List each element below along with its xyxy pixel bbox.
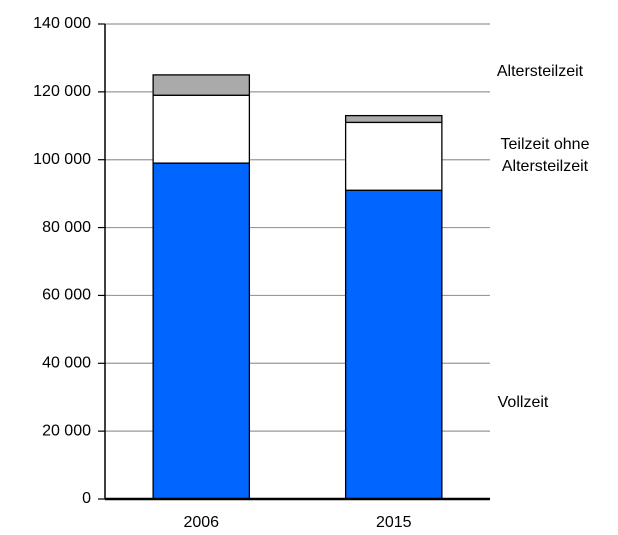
legend-label: Altersteilzeit — [496, 63, 584, 80]
y-tick-label: 40 000 — [42, 355, 91, 372]
bar-segment — [152, 74, 251, 96]
bar-segment — [152, 162, 251, 500]
bar-segment — [152, 94, 251, 164]
bar-segment — [344, 189, 443, 500]
legend-label: Vollzeit — [497, 394, 549, 411]
x-tick-label: 2006 — [183, 514, 219, 531]
y-tick-label: 20 000 — [42, 422, 91, 439]
bar-segment — [344, 121, 443, 191]
y-tick-label: 60 000 — [42, 287, 91, 304]
legend-label: Teilzeit ohne Altersteilzeit — [500, 136, 590, 175]
x-tick-label: 2015 — [376, 514, 412, 531]
y-tick-label: 120 000 — [33, 83, 91, 100]
y-tick-label: 140 000 — [33, 15, 91, 32]
y-tick-label: 80 000 — [42, 219, 91, 236]
y-tick-label: 100 000 — [33, 151, 91, 168]
y-tick-label: 0 — [82, 490, 91, 507]
bar-segment — [344, 114, 443, 124]
